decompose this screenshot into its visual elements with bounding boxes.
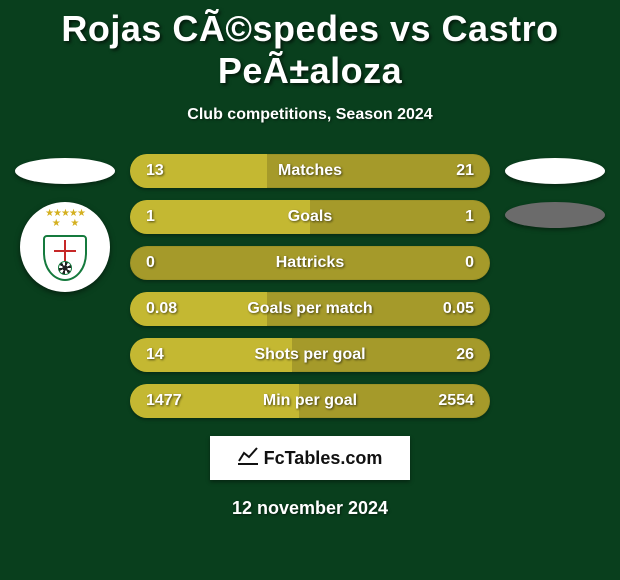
stat-row: 13Matches21 bbox=[130, 154, 490, 188]
comparison-content: ★★★★★★ ★ 13Matches21 1Goals1 0Hattricks0 0.… bbox=[0, 154, 620, 418]
stat-label: Matches bbox=[200, 162, 420, 180]
attribution-box: FcTables.com bbox=[210, 436, 410, 480]
stat-label: Min per goal bbox=[200, 392, 420, 410]
club-logo-left: ★★★★★★ ★ bbox=[20, 202, 110, 292]
stat-value-left: 1 bbox=[130, 208, 200, 226]
stat-row: 0.08Goals per match0.05 bbox=[130, 292, 490, 326]
stat-row: 1Goals1 bbox=[130, 200, 490, 234]
stat-label: Goals bbox=[200, 208, 420, 226]
player-oval-right-1 bbox=[505, 158, 605, 184]
stat-value-left: 14 bbox=[130, 346, 200, 364]
player-oval-left-1 bbox=[15, 158, 115, 184]
stats-column: 13Matches21 1Goals1 0Hattricks0 0.08Goals p… bbox=[130, 154, 490, 418]
stat-label: Goals per match bbox=[200, 300, 420, 318]
stat-value-left: 0 bbox=[130, 254, 200, 272]
subtitle: Club competitions, Season 2024 bbox=[0, 106, 620, 124]
stat-value-right: 1 bbox=[420, 208, 490, 226]
stat-label: Shots per goal bbox=[200, 346, 420, 364]
page-title: Rojas CÃ©spedes vs Castro PeÃ±aloza bbox=[0, 0, 620, 92]
stat-value-right: 26 bbox=[420, 346, 490, 364]
stat-label: Hattricks bbox=[200, 254, 420, 272]
stat-row: 1477Min per goal2554 bbox=[130, 384, 490, 418]
chart-icon bbox=[238, 447, 258, 470]
date-text: 12 november 2024 bbox=[0, 498, 620, 519]
stat-value-right: 0 bbox=[420, 254, 490, 272]
stat-value-left: 1477 bbox=[130, 392, 200, 410]
left-player-column: ★★★★★★ ★ bbox=[10, 154, 120, 418]
player-oval-right-2 bbox=[505, 202, 605, 228]
attribution-text: FcTables.com bbox=[264, 448, 383, 469]
stat-value-right: 21 bbox=[420, 162, 490, 180]
logo-stars-icon: ★★★★★★ ★ bbox=[25, 209, 105, 229]
stat-value-right: 2554 bbox=[420, 392, 490, 410]
stat-row: 14Shots per goal26 bbox=[130, 338, 490, 372]
stat-value-left: 0.08 bbox=[130, 300, 200, 318]
stat-row: 0Hattricks0 bbox=[130, 246, 490, 280]
logo-shield-icon bbox=[43, 235, 87, 281]
stat-value-left: 13 bbox=[130, 162, 200, 180]
stat-value-right: 0.05 bbox=[420, 300, 490, 318]
right-player-column bbox=[500, 154, 610, 418]
